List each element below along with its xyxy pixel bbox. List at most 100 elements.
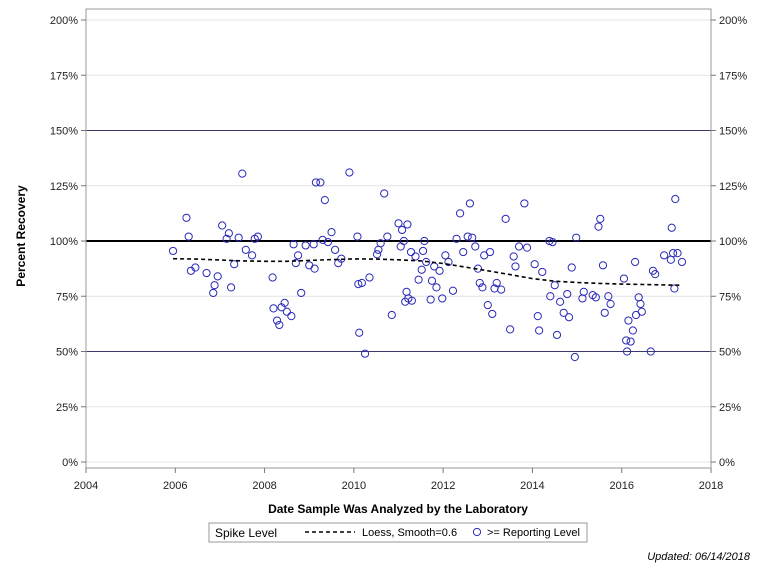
data-point [426, 295, 435, 304]
data-point [224, 229, 233, 238]
legend-label-loess: Loess, Smooth=0.6 [362, 527, 457, 539]
data-point [660, 251, 669, 260]
data-point [345, 168, 354, 177]
data-point [247, 251, 257, 260]
data-point [275, 320, 284, 330]
data-point [269, 304, 278, 313]
x-tick-label: 2008 [252, 480, 276, 492]
data-point [293, 251, 303, 260]
data-point [282, 307, 291, 316]
data-point [218, 221, 227, 230]
data-point [673, 249, 682, 258]
x-tick-label: 2012 [431, 480, 455, 492]
data-point [280, 298, 289, 307]
data-point [327, 228, 336, 237]
updated-footnote: Updated: 06/14/2018 [647, 551, 751, 563]
data-point [485, 247, 495, 257]
data-point [372, 250, 382, 259]
data-point [619, 274, 629, 283]
data-point [407, 296, 416, 305]
data-point [570, 352, 579, 362]
y-tick-label-right: 100% [719, 236, 747, 248]
data-point [468, 233, 477, 242]
data-point [417, 265, 426, 274]
data-point [564, 313, 574, 322]
y-tick-label-right: 150% [719, 126, 747, 138]
x-tick-label: 2016 [609, 480, 633, 492]
data-point [287, 312, 296, 321]
data-point [222, 234, 231, 243]
y-tick-label-right: 0% [719, 457, 735, 469]
data-point [213, 272, 222, 281]
data-point [311, 178, 321, 187]
data-point [289, 240, 298, 249]
data-point [383, 232, 392, 241]
y-tick-label-right: 25% [719, 402, 741, 414]
y-tick-label-right: 125% [719, 181, 747, 193]
data-point [191, 263, 200, 272]
data-point [297, 288, 306, 298]
data-point [488, 309, 497, 319]
data-point [497, 285, 506, 294]
data-point [448, 286, 458, 295]
data-point [535, 326, 544, 335]
data-point [631, 257, 640, 267]
y-tick-label-left: 75% [56, 291, 78, 303]
x-axis-title: Date Sample Was Analyzed by the Laborato… [268, 502, 528, 516]
y-tick-label-right: 50% [719, 347, 741, 359]
data-point [394, 219, 403, 228]
loess-curve [173, 257, 683, 286]
legend-label-reporting: >= Reporting Level [487, 527, 580, 539]
axis-ticks: 0% 0% 25% 25% 50% 50% 75% 75% 100% 100% 125% 125% 15… [50, 15, 747, 492]
data-point [626, 337, 635, 346]
data-point [331, 245, 340, 254]
legend-title: Spike Level [215, 526, 277, 540]
data-point [475, 278, 484, 288]
data-point [598, 261, 608, 270]
data-point [463, 232, 472, 241]
data-point [357, 278, 366, 288]
data-point [572, 233, 581, 242]
y-axis-title: Percent Recovery [14, 185, 28, 287]
data-point [411, 252, 420, 261]
data-point [422, 257, 431, 267]
data-point [438, 294, 447, 303]
data-point [622, 336, 631, 345]
data-point [506, 325, 515, 334]
data-point [427, 276, 437, 285]
data-point [420, 236, 429, 246]
data-point [556, 297, 565, 306]
data-point [668, 249, 678, 258]
data-point [456, 209, 465, 218]
data-point [671, 194, 680, 204]
data-point [355, 328, 364, 337]
data-point [380, 189, 389, 198]
data-point [509, 252, 518, 261]
y-tick-label-left: 175% [50, 70, 78, 82]
data-point [253, 232, 262, 241]
data-point [606, 299, 615, 309]
y-tick-label-right: 200% [719, 15, 747, 27]
legend: Spike Level Loess, Smooth=0.6 >= Reporti… [208, 522, 588, 543]
data-point [538, 267, 547, 277]
data-point [309, 240, 318, 249]
data-point [628, 326, 637, 335]
data-point [651, 270, 660, 279]
y-tick-label-left: 50% [56, 347, 78, 359]
legend-circle-swatch [472, 527, 482, 537]
data-point [184, 232, 193, 241]
data-point [238, 169, 247, 178]
data-point [533, 312, 542, 321]
data-point [168, 246, 178, 256]
data-point [376, 239, 385, 248]
data-point [182, 213, 191, 222]
x-tick-label: 2006 [163, 480, 187, 492]
data-point [471, 242, 480, 251]
data-point [670, 284, 679, 293]
data-point [552, 330, 562, 340]
data-point [310, 264, 319, 273]
data-point [594, 222, 603, 231]
data-point [435, 266, 444, 275]
data-point [226, 283, 236, 292]
